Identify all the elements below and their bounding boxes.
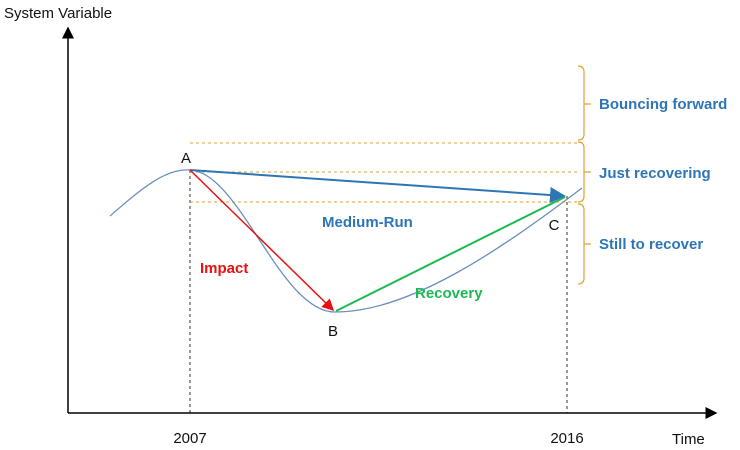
braces bbox=[577, 65, 591, 285]
x-tick-label: 2016 bbox=[550, 430, 583, 447]
point-label: A bbox=[181, 150, 191, 167]
x-axis-label: Time bbox=[672, 431, 705, 448]
y-axis-label: System Variable bbox=[4, 5, 112, 22]
arrow-label: Medium-Run bbox=[322, 214, 413, 231]
system-curve bbox=[109, 169, 583, 313]
impact-arrow bbox=[189, 169, 335, 312]
vertical-guides bbox=[189, 170, 568, 413]
point-label: B bbox=[328, 323, 338, 340]
medium-run-arrow bbox=[189, 169, 566, 204]
arrow-label: Impact bbox=[200, 260, 248, 277]
level-guides bbox=[190, 142, 580, 203]
zone-label: Just recovering bbox=[599, 165, 711, 182]
arrow-label: Recovery bbox=[415, 285, 483, 302]
point-label: C bbox=[549, 217, 560, 234]
recovery-arrow bbox=[335, 196, 566, 312]
x-tick-label: 2007 bbox=[173, 430, 206, 447]
zone-label: Bouncing forward bbox=[599, 96, 727, 113]
zone-label: Still to recover bbox=[599, 236, 703, 253]
